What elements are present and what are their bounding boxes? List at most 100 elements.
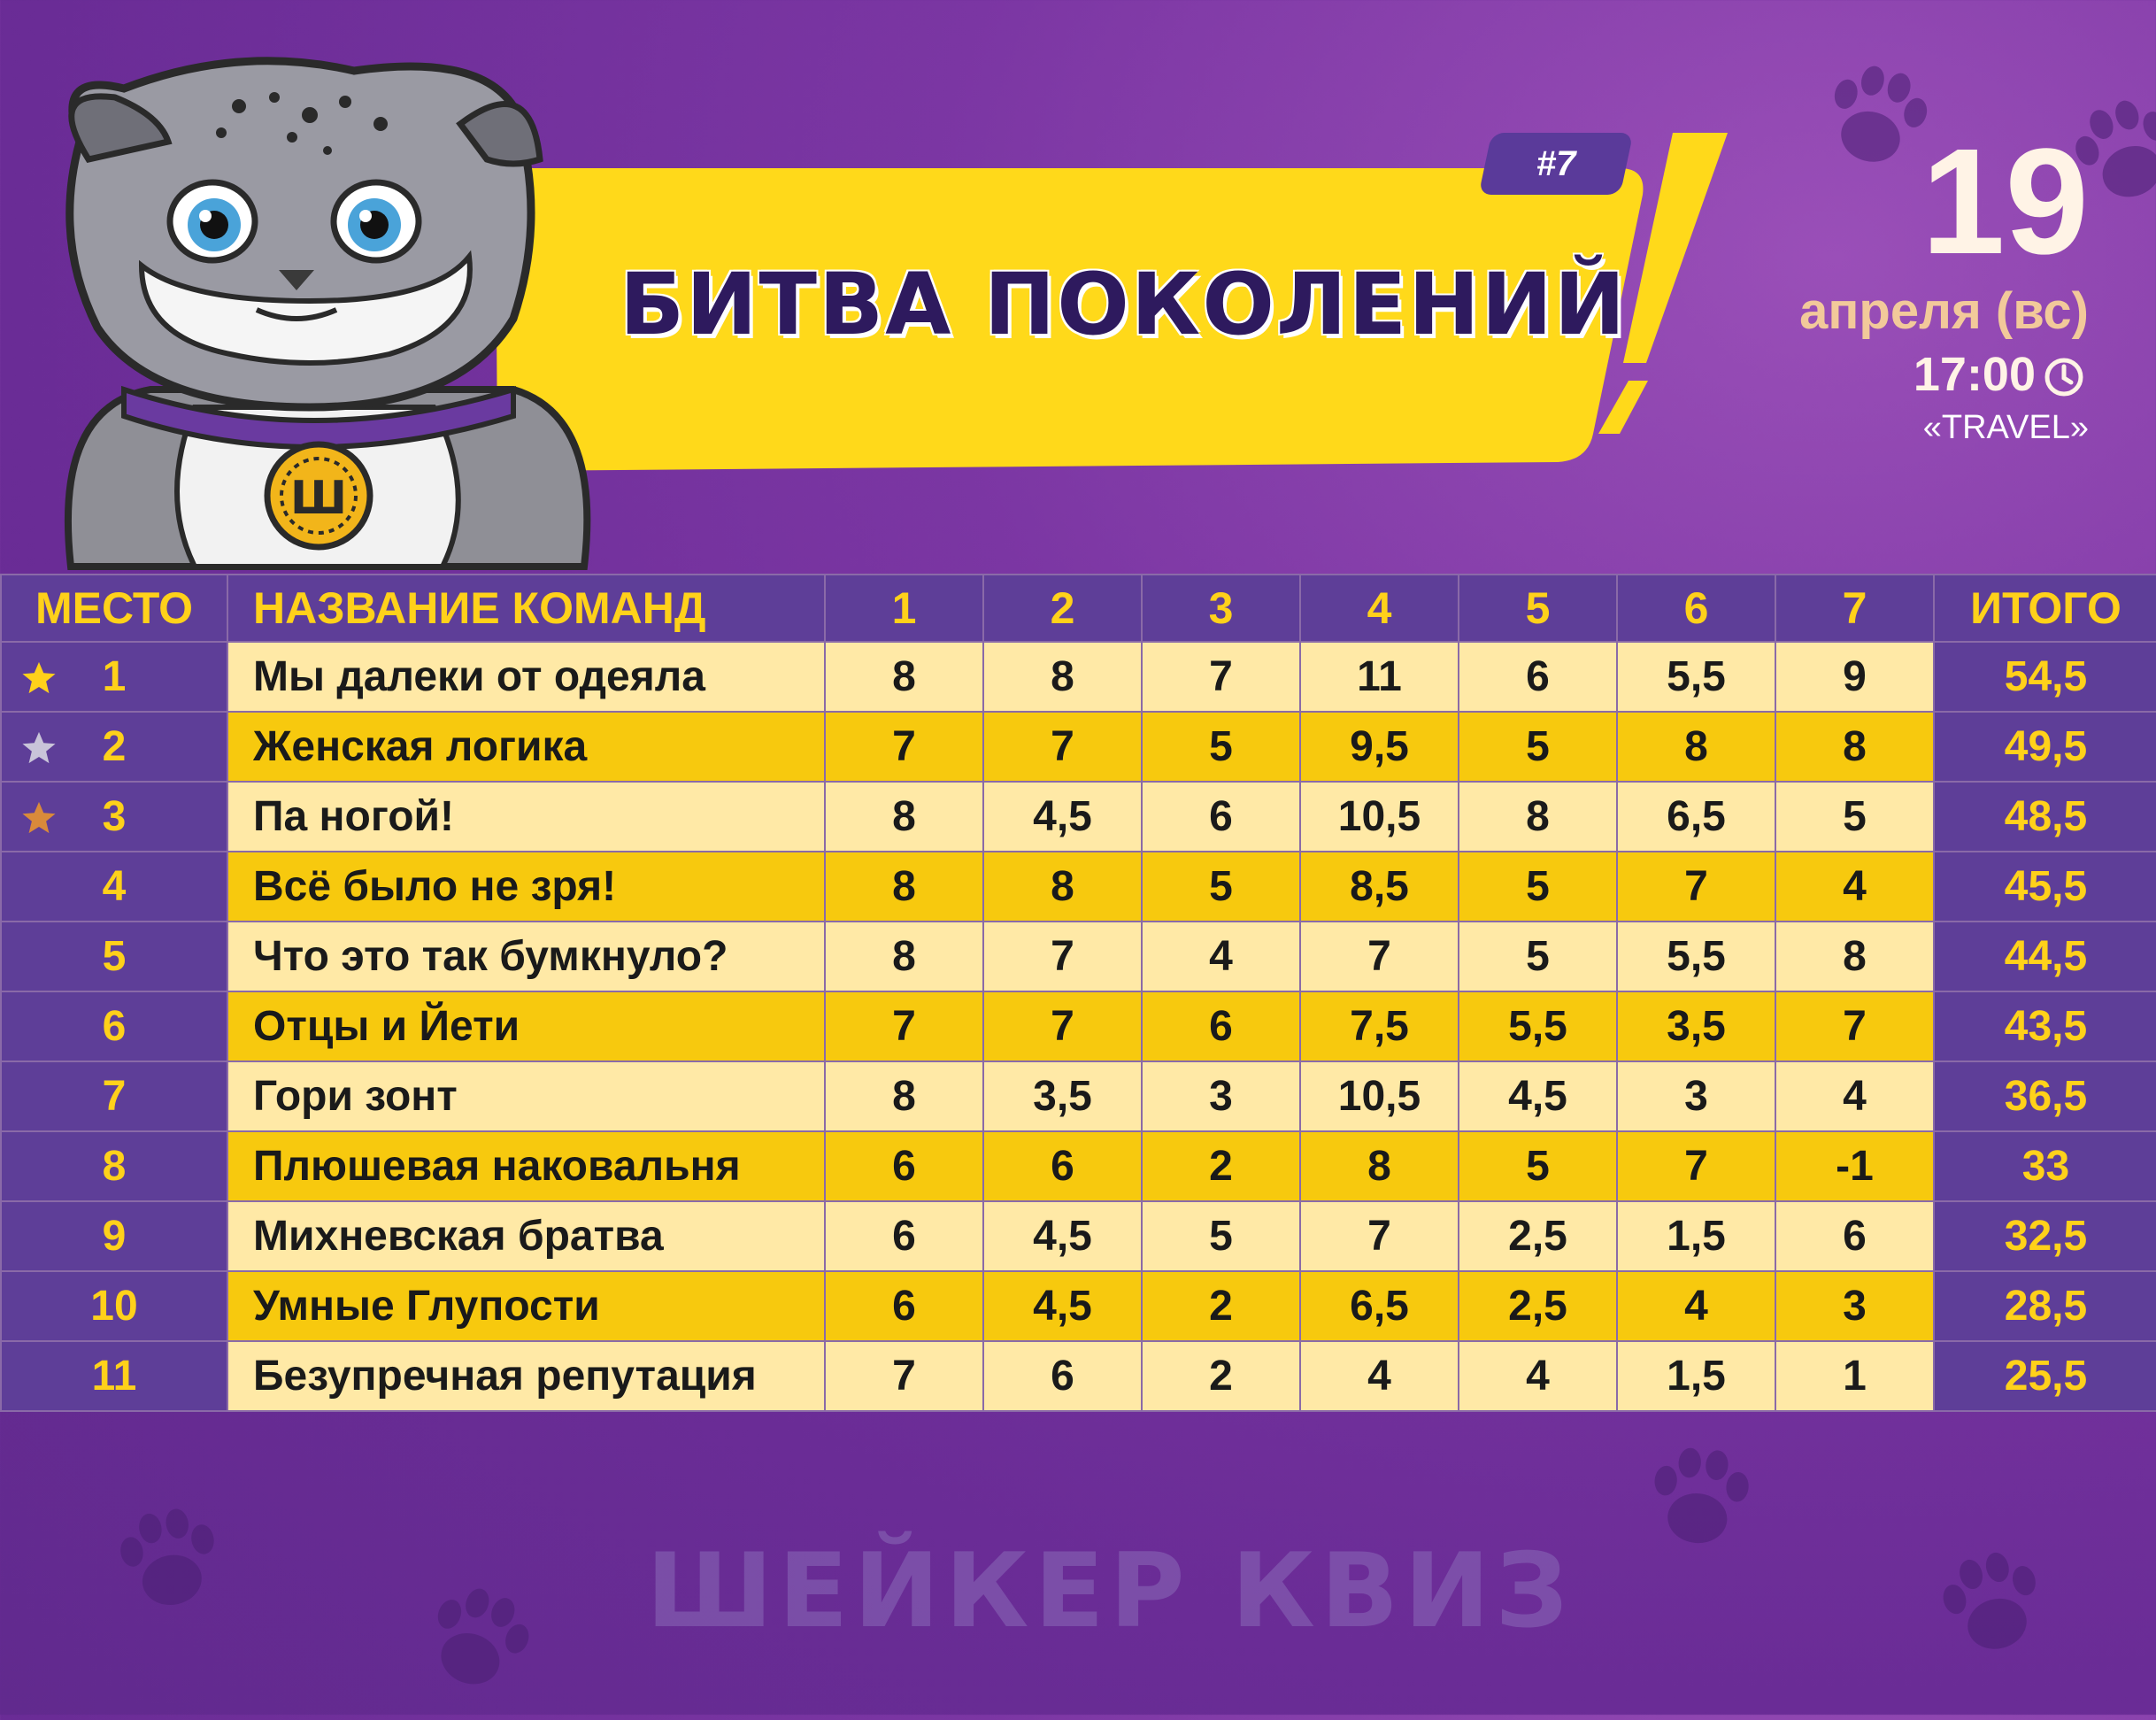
table-row: 1 Мы далеки от одеяла 8 8 7 11 6 5,5 9 54,5	[0, 641, 2156, 713]
round-4-score: 8,5	[1299, 851, 1459, 922]
round-2-score: 7	[982, 921, 1143, 992]
total-score: 54,5	[1933, 641, 2156, 713]
round-5-score: 5	[1458, 1130, 1618, 1202]
round-4-score: 9,5	[1299, 711, 1459, 783]
round-5-score: 5	[1458, 711, 1618, 783]
place-number: 7	[102, 1073, 127, 1120]
table-row: 10 Умные Глупости 6 4,5 2 6,5 2,5 4 3 28,5	[0, 1270, 2156, 1342]
round-3-score: 4	[1141, 921, 1301, 992]
table-row: 6 Отцы и Йети 7 7 6 7,5 5,5 3,5 7 43,5	[0, 991, 2156, 1062]
place-cell: 10	[0, 1270, 228, 1342]
round-2-score: 4,5	[982, 1270, 1143, 1342]
place-number: 9	[102, 1213, 127, 1260]
header-team-name: НАЗВАНИЕ КОМАНД	[227, 574, 826, 643]
header-round-5: 5	[1458, 574, 1618, 643]
total-score: 45,5	[1933, 851, 2156, 922]
round-5-score: 2,5	[1458, 1200, 1618, 1272]
round-4-score: 7,5	[1299, 991, 1459, 1062]
round-5-score: 4	[1458, 1340, 1618, 1412]
round-6-score: 1,5	[1616, 1200, 1776, 1272]
event-time: 17:00	[1913, 348, 2036, 401]
place-cell: 1	[0, 641, 228, 713]
total-score: 25,5	[1933, 1340, 2156, 1412]
round-2-score: 6	[982, 1130, 1143, 1202]
bronze-star-icon	[22, 801, 56, 834]
round-6-score: 4	[1616, 1270, 1776, 1342]
round-2-score: 8	[982, 641, 1143, 713]
team-name: Мы далеки от одеяла	[227, 641, 826, 713]
round-2-score: 7	[982, 711, 1143, 783]
team-name: Михневская братва	[227, 1200, 826, 1272]
event-venue: «TRAVEL»	[1922, 409, 2089, 446]
round-7-score: 7	[1775, 991, 1935, 1062]
round-1-score: 8	[824, 1061, 984, 1132]
round-2-score: 7	[982, 991, 1143, 1062]
round-7-score: 5	[1775, 781, 1935, 852]
round-1-score: 6	[824, 1200, 984, 1272]
table-row: 2 Женская логика 7 7 5 9,5 5 8 8 49,5	[0, 711, 2156, 783]
episode-number: #7	[1536, 143, 1576, 183]
round-6-score: 8	[1616, 711, 1776, 783]
round-6-score: 6,5	[1616, 781, 1776, 852]
round-5-score: 5,5	[1458, 991, 1618, 1062]
round-7-score: 4	[1775, 1061, 1935, 1132]
page-title: БИТВА ПОКОЛЕНИЙ	[620, 255, 1628, 354]
total-score: 49,5	[1933, 711, 2156, 783]
total-score: 33	[1933, 1130, 2156, 1202]
round-1-score: 8	[824, 781, 984, 852]
round-7-score: 8	[1775, 711, 1935, 783]
episode-badge: #7	[1478, 133, 1634, 195]
team-name: Гори зонт	[227, 1061, 826, 1132]
header-round-6: 6	[1616, 574, 1776, 643]
place-cell: 6	[0, 991, 228, 1062]
round-3-score: 2	[1141, 1130, 1301, 1202]
round-2-score: 4,5	[982, 1200, 1143, 1272]
table-row: 7 Гори зонт 8 3,5 3 10,5 4,5 3 4 36,5	[0, 1061, 2156, 1132]
round-4-score: 10,5	[1299, 1061, 1459, 1132]
round-3-score: 6	[1141, 781, 1301, 852]
round-5-score: 5	[1458, 851, 1618, 922]
team-name: Па ногой!	[227, 781, 826, 852]
table-row: 9 Михневская братва 6 4,5 5 7 2,5 1,5 6 32,5	[0, 1200, 2156, 1272]
place-cell: 5	[0, 921, 228, 992]
header-round-2: 2	[982, 574, 1143, 643]
round-3-score: 2	[1141, 1270, 1301, 1342]
place-number: 4	[102, 863, 127, 910]
round-5-score: 6	[1458, 641, 1618, 713]
round-1-score: 7	[824, 711, 984, 783]
table-row: 11 Безупречная репутация 7 6 2 4 4 1,5 1 25,5	[0, 1340, 2156, 1412]
round-7-score: 8	[1775, 921, 1935, 992]
total-score: 28,5	[1933, 1270, 2156, 1342]
round-4-score: 10,5	[1299, 781, 1459, 852]
round-4-score: 6,5	[1299, 1270, 1459, 1342]
paw-print-icon	[1632, 1429, 1767, 1563]
round-7-score: 6	[1775, 1200, 1935, 1272]
event-month: апреля (вс)	[1799, 282, 2089, 340]
place-number: 1	[102, 653, 127, 700]
team-name: Безупречная репутация	[227, 1340, 826, 1412]
header-place: МЕСТО	[0, 574, 228, 643]
round-3-score: 5	[1141, 1200, 1301, 1272]
round-6-score: 5,5	[1616, 921, 1776, 992]
round-4-score: 4	[1299, 1340, 1459, 1412]
team-name: Умные Глупости	[227, 1270, 826, 1342]
round-5-score: 2,5	[1458, 1270, 1618, 1342]
round-6-score: 7	[1616, 1130, 1776, 1202]
place-cell: 11	[0, 1340, 228, 1412]
round-7-score: -1	[1775, 1130, 1935, 1202]
round-4-score: 7	[1299, 921, 1459, 992]
header-round-7: 7	[1775, 574, 1935, 643]
place-cell: 8	[0, 1130, 228, 1202]
event-day: 19	[1921, 118, 2089, 286]
paw-print-icon	[398, 1558, 557, 1716]
place-cell: 9	[0, 1200, 228, 1272]
team-name: Плюшевая наковальня	[227, 1130, 826, 1202]
round-3-score: 5	[1141, 851, 1301, 922]
team-name: Всё было не зря!	[227, 851, 826, 922]
round-4-score: 7	[1299, 1200, 1459, 1272]
round-2-score: 6	[982, 1340, 1143, 1412]
total-score: 32,5	[1933, 1200, 2156, 1272]
header-round-4: 4	[1299, 574, 1459, 643]
round-3-score: 6	[1141, 991, 1301, 1062]
round-6-score: 3,5	[1616, 991, 1776, 1062]
